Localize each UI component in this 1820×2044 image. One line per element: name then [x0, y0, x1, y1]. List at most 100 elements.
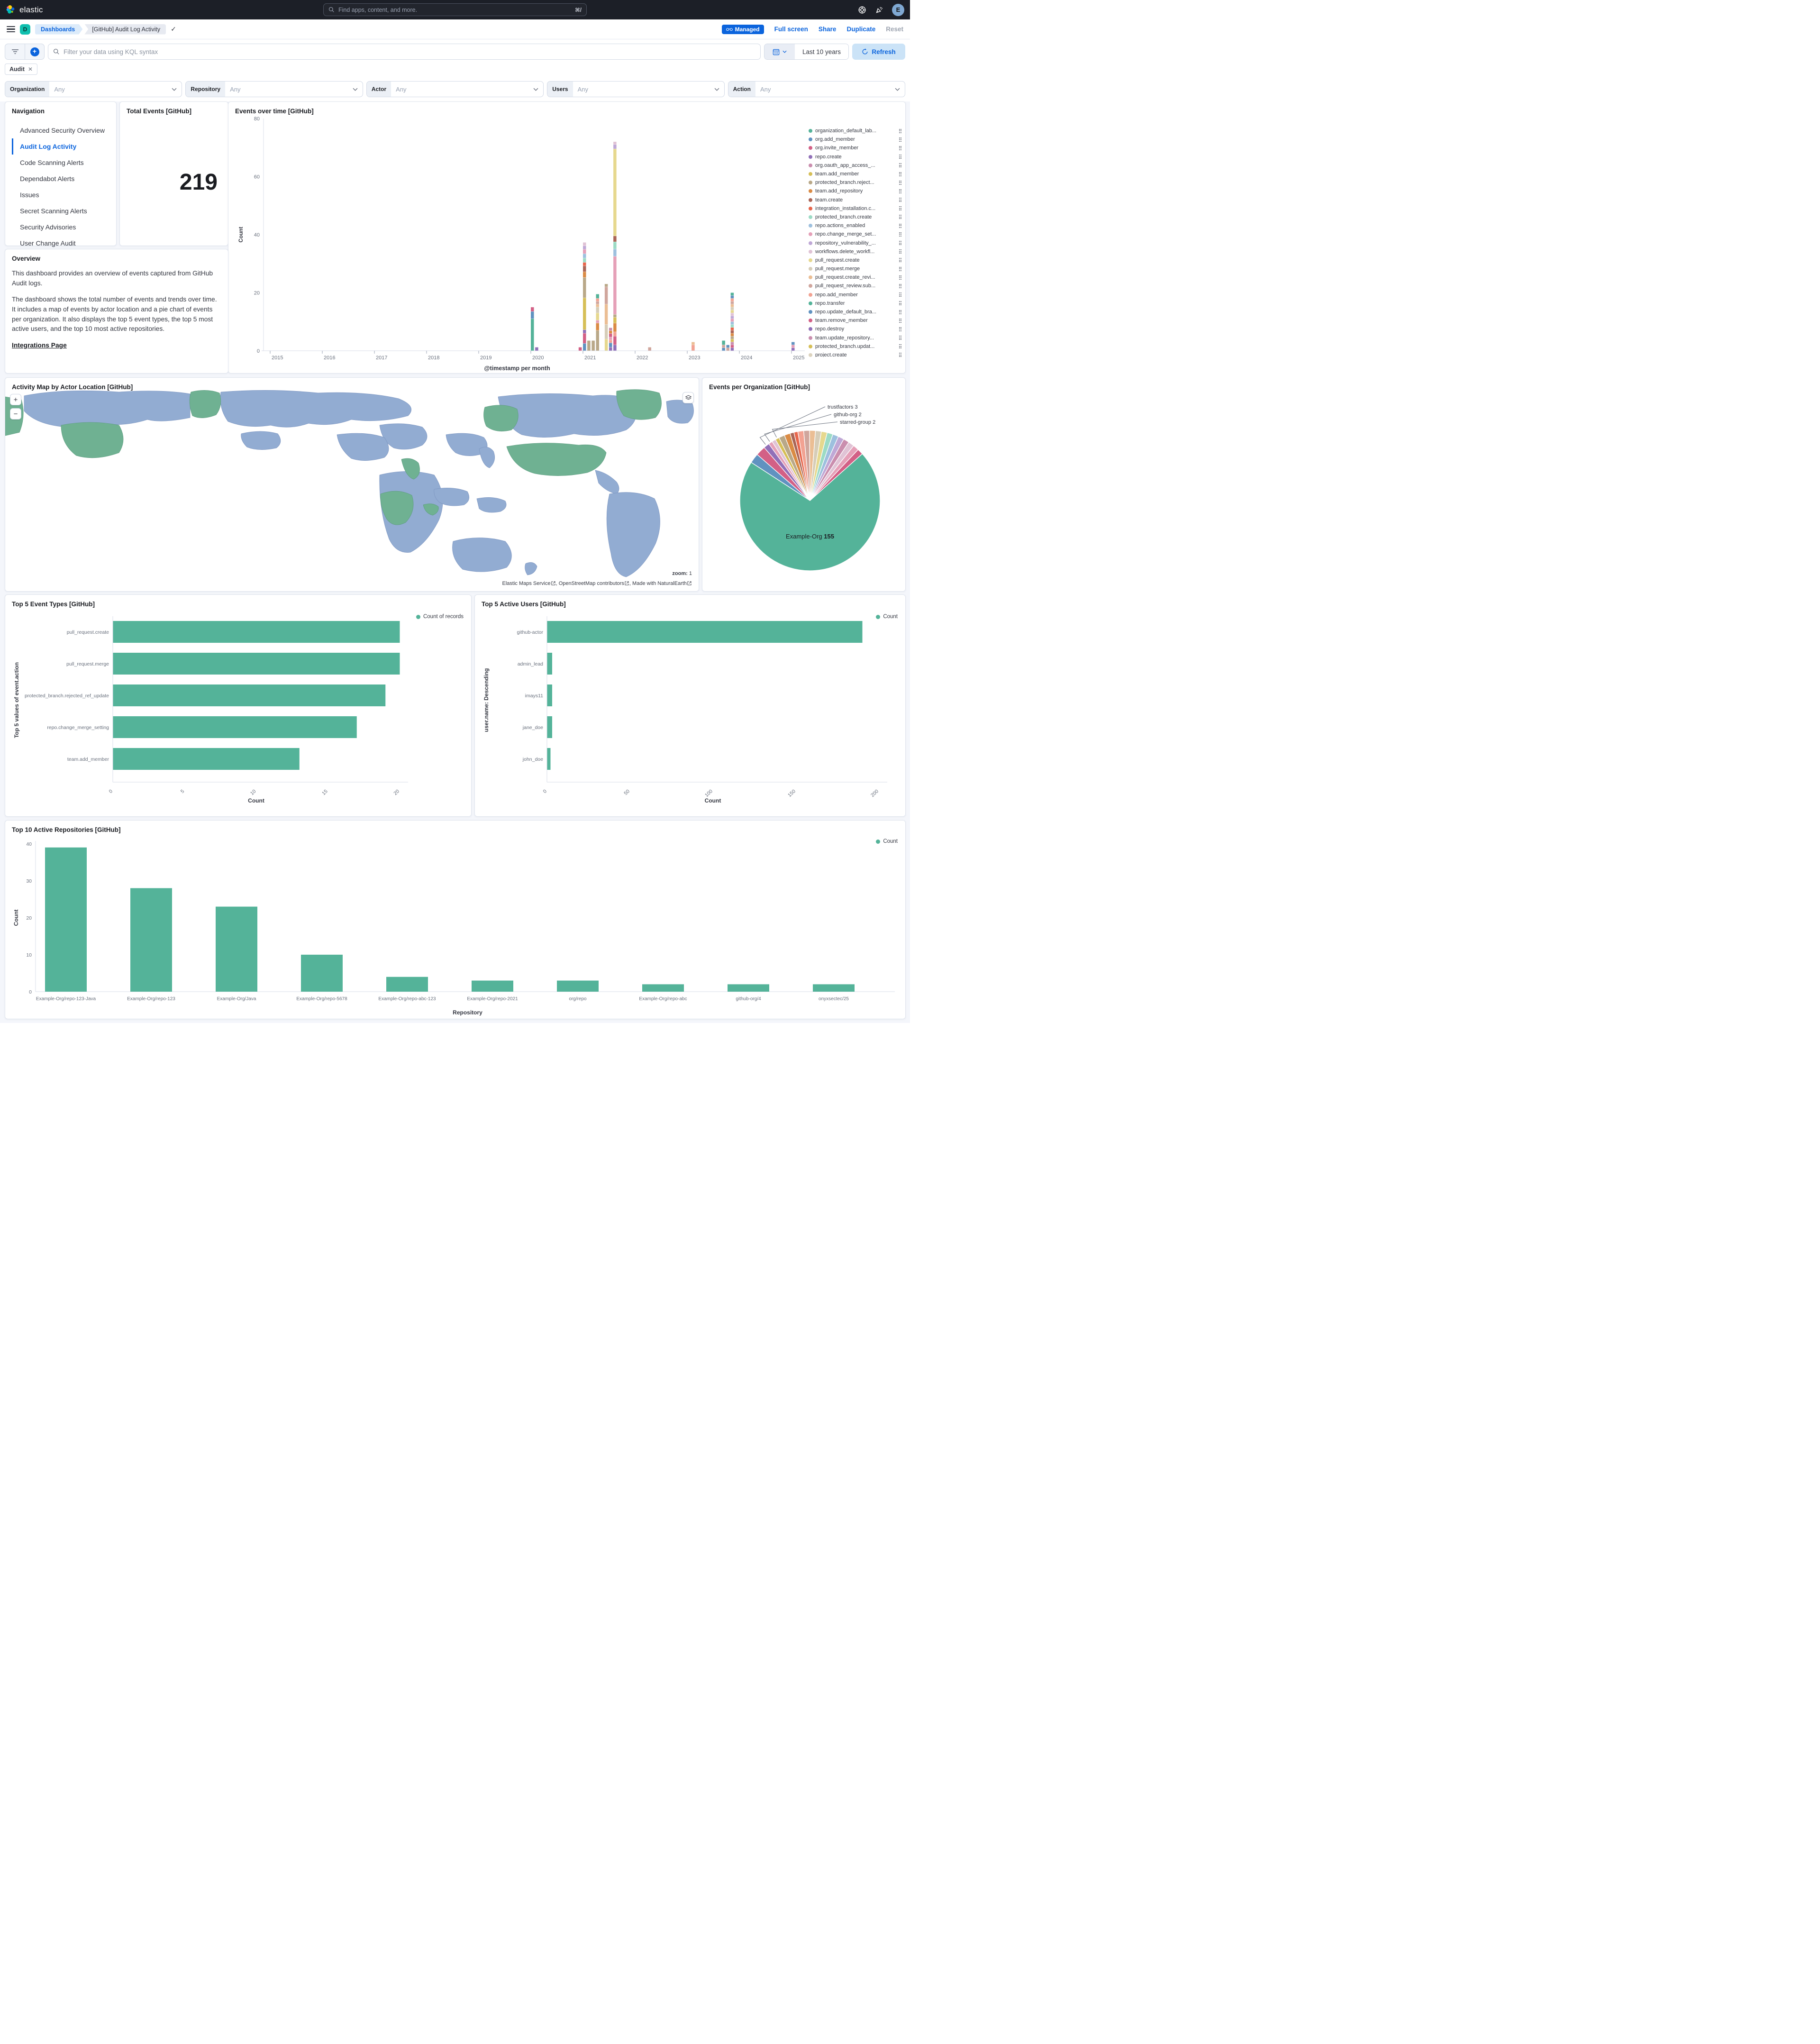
legend-item-actions-icon[interactable] [899, 249, 901, 254]
legend-item[interactable]: repo.change_merge_set... [809, 230, 901, 238]
legend-item-actions-icon[interactable] [899, 275, 901, 280]
legend-item-actions-icon[interactable] [899, 353, 901, 357]
legend-item[interactable]: repo.create [809, 153, 901, 161]
chart-legend[interactable]: Count [876, 839, 898, 844]
map-layers-button[interactable] [682, 392, 694, 403]
legend-item-actions-icon[interactable] [899, 215, 901, 219]
legend-item-actions-icon[interactable] [899, 206, 901, 211]
legend-item[interactable]: org.invite_member [809, 144, 901, 152]
time-range-value[interactable]: Last 10 years [794, 44, 848, 59]
legend-item[interactable]: organization_default_lab... [809, 127, 901, 135]
add-filter-button[interactable]: + [25, 44, 44, 59]
legend-item-actions-icon[interactable] [899, 146, 901, 150]
legend-item[interactable]: workflows.delete_workfl... [809, 247, 901, 256]
legend-item-actions-icon[interactable] [899, 292, 901, 297]
control-dropdown-organization[interactable]: Organization Any [5, 81, 182, 97]
control-dropdown-repository[interactable]: Repository Any [185, 81, 363, 97]
nav-item-audit-log-activity[interactable]: Audit Log Activity [12, 138, 109, 155]
kql-query-input[interactable]: Filter your data using KQL syntax [48, 44, 761, 60]
integrations-page-link[interactable]: Integrations Page [12, 342, 67, 349]
legend-item-actions-icon[interactable] [899, 318, 901, 323]
legend-item-actions-icon[interactable] [899, 223, 901, 228]
attribution-link[interactable]: OpenStreetMap contributors [558, 581, 624, 586]
space-avatar[interactable]: D [20, 24, 30, 35]
global-search-input[interactable]: Find apps, content, and more. ⌘/ [323, 3, 587, 16]
time-picker[interactable]: Last 10 years [764, 44, 849, 60]
nav-item-dependabot-alerts[interactable]: Dependabot Alerts [20, 175, 75, 182]
legend-item-actions-icon[interactable] [899, 258, 901, 263]
legend-item[interactable]: repo.add_member [809, 291, 901, 299]
legend-item[interactable]: protected_branch.create [809, 213, 901, 221]
legend-item[interactable]: org.oauth_app_access_... [809, 161, 901, 170]
legend-item[interactable]: repo.destroy [809, 325, 901, 333]
whats-new-icon[interactable] [875, 6, 883, 14]
legend-item-actions-icon[interactable] [899, 266, 901, 271]
control-dropdown-actor[interactable]: Actor Any [366, 81, 544, 97]
reset-button[interactable]: Reset [886, 26, 903, 33]
legend-item-actions-icon[interactable] [899, 336, 901, 340]
legend-item-actions-icon[interactable] [899, 344, 901, 349]
nav-item-code-scanning-alerts[interactable]: Code Scanning Alerts [20, 159, 84, 166]
legend-item-actions-icon[interactable] [899, 327, 901, 331]
attribution-link[interactable]: Elastic Maps Service [502, 581, 551, 586]
legend-item[interactable]: integration_installation.c... [809, 204, 901, 213]
legend-item[interactable]: team.add_repository [809, 187, 901, 195]
legend-item-actions-icon[interactable] [899, 180, 901, 185]
managed-badge[interactable]: Managed [721, 24, 764, 34]
breadcrumb-dashboards[interactable]: Dashboards [35, 24, 82, 35]
nav-item-advanced-security-overview[interactable]: Advanced Security Overview [20, 127, 105, 134]
nav-item-secret-scanning-alerts[interactable]: Secret Scanning Alerts [20, 207, 87, 215]
share-button[interactable]: Share [818, 26, 837, 33]
legend-item-actions-icon[interactable] [899, 283, 901, 288]
legend-item[interactable]: team.remove_member [809, 316, 901, 325]
user-avatar[interactable]: E [892, 3, 904, 16]
legend-item-actions-icon[interactable] [899, 172, 901, 176]
legend-item[interactable]: pull_request.create_revi... [809, 273, 901, 282]
legend-item[interactable]: repo.transfer [809, 299, 901, 308]
nav-item-user-change-audit[interactable]: User Change Audit [20, 239, 76, 247]
legend-item[interactable]: repository_vulnerability_... [809, 238, 901, 247]
legend-item[interactable]: pull_request.create [809, 256, 901, 265]
map-zoom-in-button[interactable]: + [10, 394, 21, 405]
legend-item[interactable]: protected_branch.updat... [809, 342, 901, 351]
legend-item[interactable]: protected_branch.reject... [809, 178, 901, 187]
duplicate-button[interactable]: Duplicate [846, 26, 876, 33]
top-event-types-chart[interactable]: pull_request.create pull_request.merge pro… [12, 608, 464, 807]
legend-item[interactable]: team.create [809, 196, 901, 204]
events-over-time-chart[interactable]: 0 20 40 60 80 2015 2016 2017 2018 2019 2020 2021 202… [235, 115, 899, 375]
control-dropdown-users[interactable]: Users Any [547, 81, 725, 97]
legend-item[interactable]: team.add_member [809, 170, 901, 178]
legend-item-actions-icon[interactable] [899, 310, 901, 314]
full-screen-button[interactable]: Full screen [774, 26, 808, 33]
top-repositories-chart[interactable]: 0 10 20 30 40 Example-Org/repo-123-Java Exampl… [12, 833, 899, 1022]
legend-item-actions-icon[interactable] [899, 163, 901, 168]
legend-item-actions-icon[interactable] [899, 155, 901, 159]
calendar-button[interactable] [764, 44, 795, 59]
legend-item-actions-icon[interactable] [899, 301, 901, 306]
legend-item[interactable]: pull_request_review.sub... [809, 282, 901, 290]
map-zoom-out-button[interactable]: − [10, 408, 21, 420]
nav-item-issues[interactable]: Issues [20, 191, 39, 199]
chart-legend[interactable]: Count of records [416, 614, 464, 620]
legend-item[interactable]: project.create [809, 351, 901, 357]
legend-item-actions-icon[interactable] [899, 198, 901, 202]
nav-item-security-advisories[interactable]: Security Advisories [20, 223, 76, 231]
menu-icon[interactable] [7, 26, 15, 33]
close-icon[interactable]: ✕ [27, 66, 33, 73]
legend-item[interactable]: repo.update_default_bra... [809, 308, 901, 316]
top-users-chart[interactable]: github-actor admin_lead imays11 jane_doe joh… [482, 608, 899, 807]
legend-item-actions-icon[interactable] [899, 232, 901, 237]
legend-item-actions-icon[interactable] [899, 137, 901, 142]
control-dropdown-action[interactable]: Action Any [728, 81, 906, 97]
map-attribution[interactable]: Elastic Maps Service, OpenStreetMap cont… [499, 580, 695, 587]
legend-item[interactable]: team.update_repository... [809, 334, 901, 342]
attribution-link[interactable]: Made with NaturalEarth [632, 581, 687, 586]
chart-legend[interactable]: Count [876, 614, 898, 620]
legend-item-actions-icon[interactable] [899, 241, 901, 246]
filter-menu-button[interactable] [5, 44, 25, 59]
world-map[interactable] [5, 378, 699, 591]
legend-item[interactable]: repo.actions_enabled [809, 221, 901, 230]
elastic-logo[interactable]: elastic [6, 5, 43, 15]
legend-item[interactable]: org.add_member [809, 135, 901, 144]
help-icon[interactable] [858, 6, 866, 14]
